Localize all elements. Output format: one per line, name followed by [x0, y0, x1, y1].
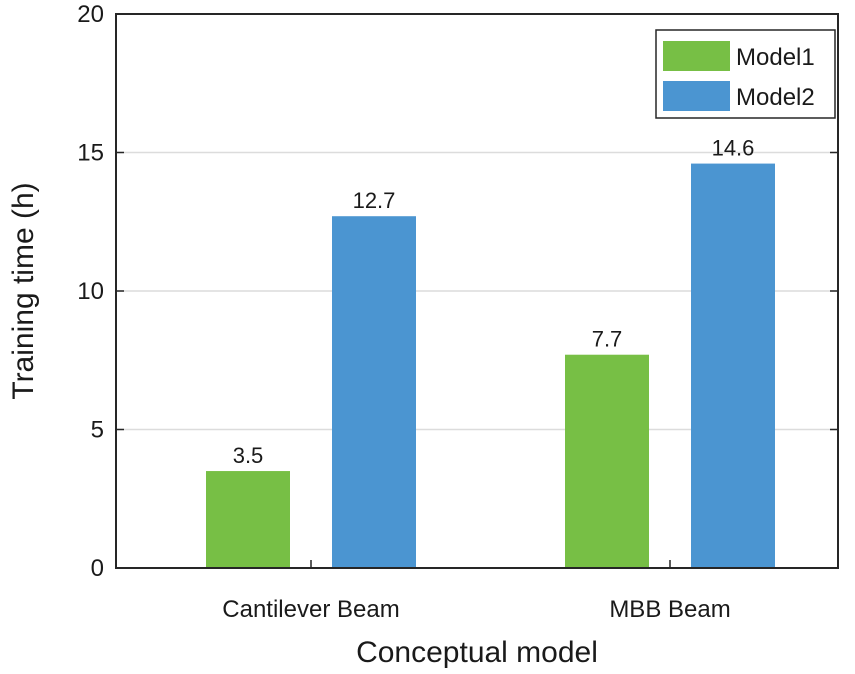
data-label: 12.7 [353, 188, 396, 213]
y-tick-label: 0 [91, 555, 104, 582]
x-tick-label: MBB Beam [609, 596, 730, 623]
y-axis-title: Training time (h) [7, 182, 40, 399]
bar-model1-1 [206, 471, 290, 568]
bar-model2-1 [332, 216, 416, 568]
bar-model1-2 [565, 354, 649, 568]
x-axis-ticks: Cantilever Beam MBB Beam [222, 560, 731, 623]
y-tick-label: 5 [91, 417, 104, 444]
y-axis-ticks: 0 5 10 15 20 [77, 1, 838, 582]
x-axis-title: Conceptual model [356, 636, 598, 669]
data-labels: 3.5 12.7 7.7 14.6 [233, 136, 755, 468]
data-label: 3.5 [233, 443, 264, 468]
legend-label-model1: Model1 [736, 44, 815, 71]
y-tick-label: 10 [77, 278, 104, 305]
y-tick-label: 15 [77, 140, 104, 167]
legend: Model1 Model2 [655, 29, 836, 119]
legend-label-model2: Model2 [736, 84, 815, 111]
data-label: 7.7 [592, 327, 623, 352]
bars [206, 163, 775, 568]
bar-model2-2 [691, 163, 775, 568]
x-tick-label: Cantilever Beam [222, 596, 399, 623]
legend-swatch-model1 [663, 41, 730, 71]
y-tick-label: 20 [77, 1, 104, 28]
legend-swatch-model2 [663, 81, 730, 111]
data-label: 14.6 [712, 136, 755, 161]
